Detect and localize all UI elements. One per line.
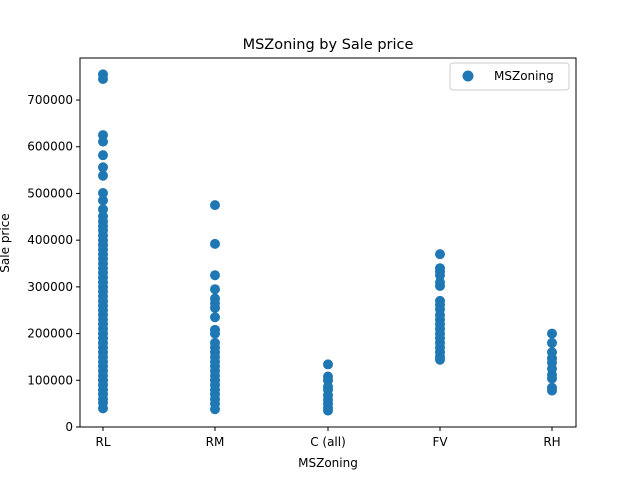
data-point — [323, 359, 333, 370]
data-point — [210, 328, 220, 339]
y-tick-label: 100000 — [27, 373, 73, 387]
data-point — [435, 354, 445, 365]
data-point — [435, 249, 445, 260]
data-point — [210, 200, 220, 211]
data-points — [98, 69, 557, 416]
x-tick-label: FV — [432, 435, 448, 449]
data-point — [435, 280, 445, 291]
data-point — [98, 162, 108, 173]
data-point — [98, 136, 108, 147]
data-point — [323, 405, 333, 416]
data-point — [98, 150, 108, 161]
y-tick-label: 500000 — [27, 186, 73, 200]
data-point — [547, 373, 557, 384]
x-tick-label: RH — [543, 435, 560, 449]
y-tick-label: 300000 — [27, 280, 73, 294]
y-tick-label: 200000 — [27, 327, 73, 341]
chart-title: MSZoning by Sale price — [243, 37, 414, 53]
y-tick-label: 0 — [65, 420, 73, 434]
x-tick-label: RM — [206, 435, 225, 449]
data-point — [210, 284, 220, 295]
data-point — [98, 403, 108, 414]
x-axis-label: MSZoning — [298, 456, 358, 470]
legend-label: MSZoning — [494, 69, 554, 83]
data-point — [435, 270, 445, 281]
data-point — [210, 270, 220, 281]
y-axis-label: Sale price — [0, 213, 12, 272]
x-axis-ticks: RL RM C (all) FV RH — [95, 427, 561, 449]
x-tick-label: RL — [95, 435, 110, 449]
data-point — [98, 187, 108, 198]
data-point — [547, 337, 557, 348]
x-tick-label: C (all) — [310, 435, 346, 449]
y-tick-label: 700000 — [27, 93, 73, 107]
data-point — [210, 404, 220, 415]
data-point — [98, 204, 108, 215]
data-point — [547, 328, 557, 339]
legend-marker — [462, 70, 474, 82]
data-point — [98, 74, 108, 85]
y-tick-label: 600000 — [27, 140, 73, 154]
y-axis-ticks: 0 100000 200000 300000 400000 500000 600000 700… — [27, 93, 80, 434]
data-point — [98, 195, 108, 206]
y-tick-label: 400000 — [27, 233, 73, 247]
legend-box — [449, 62, 570, 91]
data-point — [210, 238, 220, 249]
data-point — [98, 170, 108, 181]
legend: MSZoning — [449, 62, 570, 91]
data-point — [210, 312, 220, 323]
data-point — [210, 302, 220, 313]
data-point — [547, 385, 557, 396]
